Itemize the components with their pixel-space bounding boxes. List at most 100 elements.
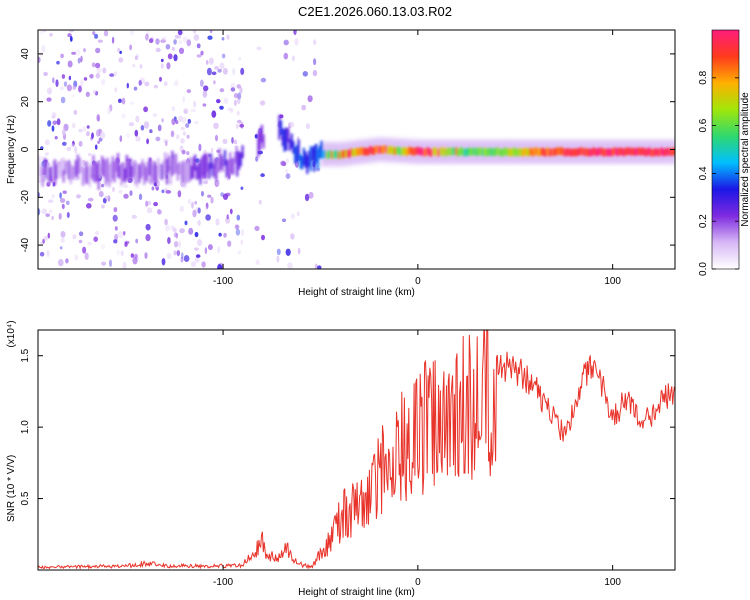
heatmap-cell — [123, 168, 127, 183]
heatmap-cell — [65, 200, 70, 205]
heatmap-cell — [59, 198, 66, 203]
heatmap-cell — [630, 147, 633, 156]
heatmap-cell — [91, 62, 96, 68]
heatmap-cell — [90, 165, 93, 179]
heatmap-cell — [179, 228, 185, 234]
heatmap-cell — [314, 263, 318, 269]
heatmap-cell — [76, 154, 79, 180]
heatmap-cell — [509, 148, 512, 156]
heatmap-cell — [47, 232, 50, 239]
heatmap-cell — [162, 160, 165, 180]
heatmap-cell — [190, 108, 195, 113]
heatmap-cell — [235, 224, 240, 229]
heatmap-cell — [194, 154, 197, 171]
heatmap-cell — [472, 147, 476, 156]
heatmap-cell — [317, 265, 322, 269]
heatmap-cell — [209, 153, 213, 169]
heatmap-cell — [173, 154, 176, 174]
heatmap-cell — [101, 261, 106, 266]
heatmap-cell — [406, 148, 409, 156]
colorbar-ticks: 0.0 0.2 0.4 0.6 0.8 — [698, 70, 739, 276]
heatmap-cell — [97, 39, 103, 43]
heatmap-cell — [474, 147, 477, 156]
heatmap-cell — [113, 239, 118, 244]
heatmap-cell — [308, 191, 314, 199]
heatmap-cell — [44, 152, 49, 156]
heatmap-cell — [170, 130, 175, 138]
heatmap-cell — [207, 194, 212, 198]
heatmap-cell — [177, 190, 182, 198]
heatmap-cell — [194, 256, 200, 263]
heatmap-cell — [173, 54, 178, 62]
heatmap-cell — [293, 30, 297, 36]
heatmap-cell — [339, 150, 342, 159]
heatmap-cell — [171, 106, 175, 112]
heatmap-cell — [430, 148, 433, 157]
heatmap-cell — [628, 147, 632, 156]
heatmap-cell — [518, 148, 521, 156]
heatmap-cell — [151, 186, 155, 191]
heatmap-cell — [602, 148, 605, 157]
heatmap-cell — [348, 150, 351, 158]
heatmap-cell — [462, 148, 465, 157]
heatmap-cell — [521, 148, 525, 157]
heatmap-cell — [43, 157, 46, 174]
heatmap-cell — [528, 147, 532, 156]
heatmap-cell — [114, 233, 119, 241]
heatmap-cell — [201, 261, 206, 268]
heatmap-cell — [125, 155, 128, 179]
heatmap-cell — [204, 153, 207, 179]
heatmap-cell — [48, 167, 51, 183]
heatmap-cell — [52, 77, 55, 84]
heatmap-cell — [322, 150, 325, 159]
heatmap-cell — [93, 236, 98, 242]
heatmap-cell — [429, 149, 432, 157]
heatmap-cell — [175, 232, 179, 239]
heatmap-cell — [232, 157, 235, 175]
heatmap-cell — [104, 160, 107, 186]
heatmap-cell — [210, 147, 214, 153]
heatmap-cell — [143, 106, 149, 113]
heatmap-cell — [198, 143, 202, 152]
heatmap-cell — [61, 141, 67, 146]
heatmap-cell — [337, 151, 341, 159]
snr-data-points — [37, 358, 675, 568]
heatmap-cell — [392, 147, 395, 155]
heatmap-cell — [672, 147, 675, 155]
heatmap-cell — [92, 31, 96, 36]
heatmap-cell — [227, 159, 230, 177]
heatmap-cell — [191, 201, 194, 209]
heatmap-cell — [211, 71, 217, 76]
heatmap-cell — [54, 136, 58, 140]
heatmap-cell — [182, 131, 186, 136]
heatmap-cell — [371, 146, 374, 155]
heatmap-cell — [572, 148, 575, 157]
heatmap-cell — [226, 34, 230, 40]
spectrogram-x-axis-title: Height of straight line (km) — [298, 287, 415, 298]
heatmap-cell — [192, 30, 197, 34]
heatmap-cell — [190, 165, 193, 179]
heatmap-cell — [443, 147, 446, 155]
heatmap-cell — [641, 147, 644, 156]
heatmap-cell — [627, 147, 630, 155]
heatmap-cell — [146, 30, 150, 37]
heatmap-cell — [353, 148, 356, 157]
heatmap-cell — [306, 155, 309, 174]
heatmap-cell — [193, 108, 196, 113]
heatmap-cell — [229, 208, 233, 215]
heatmap-cell — [548, 148, 551, 157]
heatmap-cell — [490, 148, 493, 156]
heatmap-cell — [67, 60, 73, 68]
heatmap-cell — [201, 156, 204, 178]
heatmap-cell — [197, 207, 201, 214]
heatmap-cell — [66, 212, 70, 218]
heatmap-cell — [73, 80, 78, 88]
heatmap-cell — [123, 184, 129, 189]
heatmap-cell — [86, 131, 90, 137]
heatmap-cell — [385, 145, 388, 154]
heatmap-cell — [204, 206, 208, 211]
heatmap-cell — [436, 148, 439, 157]
heatmap-cell — [214, 66, 219, 70]
heatmap-cell — [476, 148, 479, 157]
